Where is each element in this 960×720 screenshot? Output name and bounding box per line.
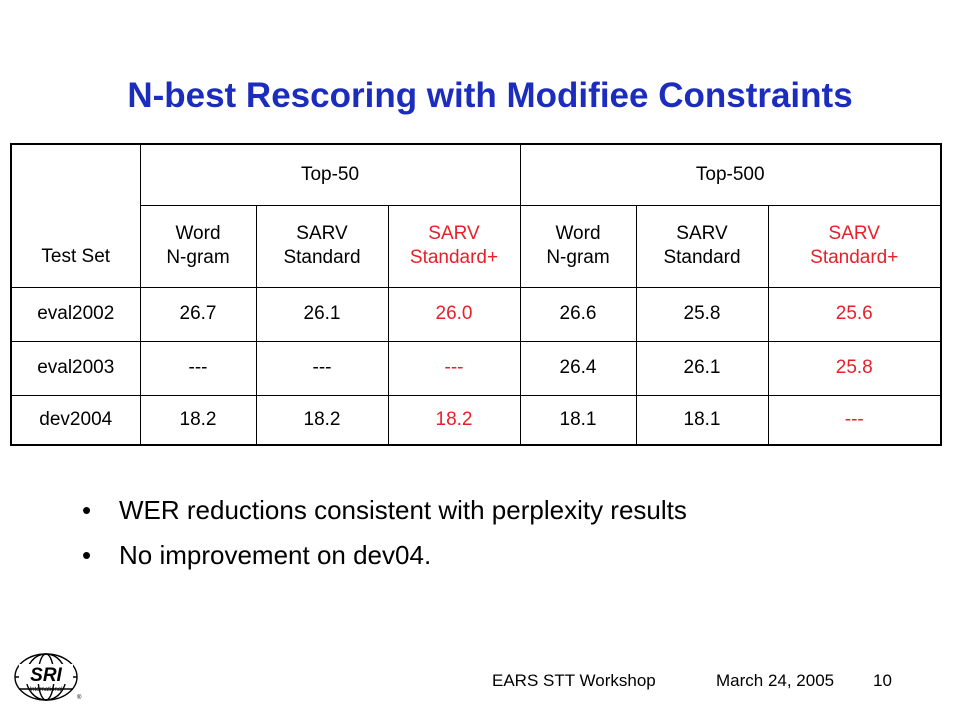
bullet-list: • WER reductions consistent with perplexi…: [82, 488, 687, 578]
row-label: eval2002: [10, 286, 141, 342]
column-header: SARV Standard: [635, 204, 769, 288]
table-cell: 18.2: [139, 394, 257, 446]
table-cell: ---: [139, 340, 257, 396]
column-header: Word N-gram: [139, 204, 257, 288]
row-label: eval2003: [10, 340, 141, 396]
table-cell: 18.1: [519, 394, 637, 446]
footer-date: March 24, 2005: [716, 671, 835, 690]
svg-text:SRI: SRI: [30, 665, 62, 686]
column-header-row: Word N-gram SARV Standard SARV Standard+ Wo…: [11, 204, 942, 288]
column-header: SARV Standard+: [767, 204, 942, 288]
table-row: eval2002 26.7 26.1 26.0 26.6 25.8 25.6: [10, 286, 942, 342]
table-cell: ---: [255, 340, 389, 396]
row-label: dev2004: [10, 394, 141, 446]
footer-workshop: EARS STT Workshop: [492, 671, 656, 690]
group-header: Top-500: [519, 143, 942, 206]
table-cell: ---: [387, 340, 521, 396]
table-row: eval2003 --- --- --- 26.4 26.1 25.8: [10, 340, 942, 396]
bullet-item: • No improvement on dev04.: [82, 533, 687, 578]
group-header: Top-50: [139, 143, 521, 206]
column-header: Word N-gram: [519, 204, 637, 288]
svg-text:International: International: [29, 687, 62, 693]
results-table: Test Set Top-50 Top-500 Word N-gram SARV S…: [10, 143, 942, 446]
bullet-text: No improvement on dev04.: [119, 540, 432, 570]
table-cell: 25.8: [767, 340, 942, 396]
bullet-item: • WER reductions consistent with perplexi…: [82, 488, 687, 533]
footer-page-number: 10: [873, 671, 892, 690]
table-cell: 25.8: [635, 286, 769, 342]
svg-text:®: ®: [77, 694, 82, 701]
group-header-row: Test Set Top-50 Top-500: [10, 143, 942, 288]
table-cell: 18.2: [387, 394, 521, 446]
table-cell: 26.6: [519, 286, 637, 342]
column-header: SARV Standard: [255, 204, 389, 288]
table-cell: 26.7: [139, 286, 257, 342]
sri-logo: SRI International ®: [13, 651, 85, 708]
bullet-text: WER reductions consistent with perplexit…: [119, 495, 687, 525]
table-cell: 26.0: [387, 286, 521, 342]
table-row: dev2004 18.2 18.2 18.2 18.1 18.1 ---: [10, 394, 942, 446]
table-cell: 25.6: [767, 286, 942, 342]
table-cell: 26.1: [255, 286, 389, 342]
table-cell: 26.1: [635, 340, 769, 396]
bullet-glyph: •: [82, 495, 92, 525]
slide-title: N-best Rescoring with Modifiee Constrain…: [127, 76, 853, 115]
table-cell: ---: [767, 394, 942, 446]
test-set-header: Test Set: [10, 143, 141, 288]
column-header: SARV Standard+: [387, 204, 521, 288]
table-cell: 26.4: [519, 340, 637, 396]
table-cell: 18.2: [255, 394, 389, 446]
bullet-glyph: •: [82, 540, 92, 570]
table-cell: 18.1: [635, 394, 769, 446]
